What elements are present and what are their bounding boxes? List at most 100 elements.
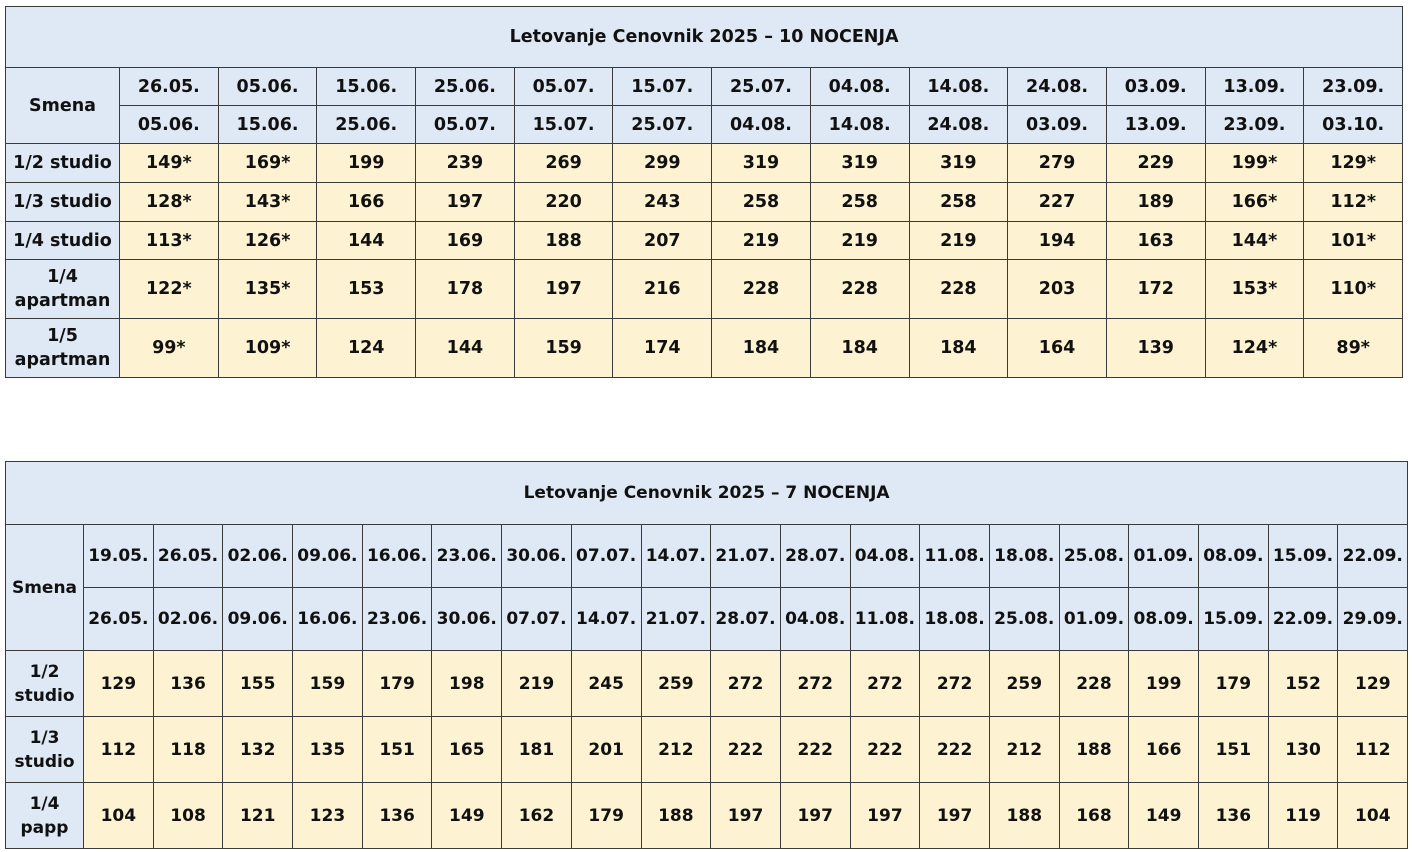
- price-cell: 239: [415, 143, 515, 183]
- date-to: 03.10.: [1303, 105, 1404, 144]
- date-to: 05.06.: [119, 105, 219, 144]
- price-cell: 199: [316, 143, 417, 183]
- price-cell: 219: [501, 650, 572, 717]
- table-row: 1/3 studio 128* 143* 166 197 220 243 258 258 258 2…: [5, 182, 1404, 222]
- price-cell: 101*: [1303, 221, 1404, 260]
- date-from: 25.08.: [1058, 524, 1130, 588]
- price-cell: 197: [415, 182, 515, 222]
- price-table-10-nights: Letovanje Cenovnik 2025 – 10 NOCENJA Smen…: [4, 6, 1404, 378]
- price-cell: 112*: [1303, 182, 1404, 222]
- date-to: 16.06.: [292, 587, 363, 651]
- price-cell: 220: [513, 182, 614, 222]
- price-cell: 144*: [1204, 221, 1305, 260]
- date-from: 24.08.: [1007, 67, 1107, 106]
- price-cell: 188: [1058, 716, 1130, 783]
- date-from: 15.07.: [612, 67, 713, 106]
- date-to: 14.08.: [809, 105, 910, 144]
- date-from: 26.05.: [119, 67, 219, 106]
- date-from: 14.08.: [908, 67, 1009, 106]
- date-from: 21.07.: [710, 524, 781, 588]
- price-cell: 207: [612, 221, 713, 260]
- price-cell: 194: [1007, 221, 1107, 260]
- price-cell: 188: [988, 782, 1060, 849]
- date-from: 07.07.: [570, 524, 642, 588]
- date-to: 28.07.: [710, 587, 781, 651]
- price-cell: 119: [1267, 782, 1339, 849]
- date-to: 03.09.: [1007, 105, 1107, 144]
- price-cell: 189: [1105, 182, 1206, 222]
- price-cell: 258: [809, 182, 910, 222]
- date-from: 09.06.: [292, 524, 363, 588]
- date-to: 02.06.: [152, 587, 224, 651]
- price-cell: 166: [1128, 716, 1199, 783]
- date-to: 22.09.: [1267, 587, 1339, 651]
- price-cell: 228: [1058, 650, 1130, 717]
- room-type-label-line: 1/4: [47, 267, 78, 287]
- price-cell: 132: [222, 716, 294, 783]
- price-cell: 136: [1198, 782, 1269, 849]
- date-to: 07.07.: [501, 587, 572, 651]
- price-cell: 130: [1267, 716, 1339, 783]
- table-row: 1/4 studio 113* 126* 144 169 188 207 219 219 219 1…: [5, 221, 1404, 260]
- room-type-label-line: 1/4 studio: [13, 230, 112, 251]
- room-type-label-line: 1/3 studio: [13, 192, 112, 212]
- date-from: 19.05.: [83, 524, 154, 588]
- price-cell: 219: [711, 221, 811, 260]
- date-from: 28.07.: [779, 524, 851, 588]
- price-cell: 272: [710, 650, 781, 717]
- date-from: 23.09.: [1303, 67, 1404, 106]
- price-cell: 144: [316, 221, 417, 260]
- price-cell: 136: [361, 782, 433, 849]
- price-cell: 163: [1105, 221, 1206, 260]
- date-to: 24.08.: [908, 105, 1009, 144]
- table-title: Letovanje Cenovnik 2025 – 10 NOCENJA: [4, 6, 1404, 68]
- price-cell: 219: [908, 221, 1009, 260]
- date-from: 23.06.: [431, 524, 503, 588]
- room-type-label-line: 1/3: [29, 727, 60, 748]
- price-cell: 124: [316, 318, 417, 378]
- price-cell: 188: [513, 221, 614, 260]
- price-cell: 166: [316, 182, 417, 222]
- price-cell: 165: [431, 716, 503, 783]
- price-cell: 159: [292, 650, 363, 717]
- price-cell: 272: [849, 650, 921, 717]
- room-type-label: 1/5 apartman: [5, 318, 120, 378]
- price-cell: 319: [711, 143, 811, 183]
- date-from: 15.09.: [1267, 524, 1339, 588]
- price-cell: 245: [570, 650, 642, 717]
- price-cell: 153: [316, 259, 417, 319]
- price-cell: 184: [809, 318, 910, 378]
- price-cell: 168: [1058, 782, 1130, 849]
- date-to: 15.09.: [1198, 587, 1269, 651]
- date-from: 15.06.: [316, 67, 417, 106]
- price-cell: 212: [640, 716, 712, 783]
- date-to: 21.07.: [640, 587, 712, 651]
- price-cell: 153*: [1204, 259, 1305, 319]
- room-type-label: 1/2 studio: [5, 650, 84, 717]
- price-cell: 259: [640, 650, 712, 717]
- table-row: 1/4 apartman 122* 135* 153 178 197 216 228 228 228…: [5, 259, 1404, 319]
- date-to: 04.08.: [779, 587, 851, 651]
- date-to: 29.09.: [1337, 587, 1409, 651]
- table-row: 1/2 studio 129 136 155 159 179 198 219 245 259 272 2…: [5, 650, 1409, 717]
- price-cell: 136: [152, 650, 224, 717]
- price-cell: 272: [779, 650, 851, 717]
- room-type-label: 1/2 studio: [5, 143, 120, 183]
- price-cell: 151: [361, 716, 433, 783]
- price-cell: 243: [612, 182, 713, 222]
- date-from: 16.06.: [361, 524, 433, 588]
- price-cell: 104: [1337, 782, 1409, 849]
- date-to: 15.07.: [513, 105, 614, 144]
- price-cell: 188: [640, 782, 712, 849]
- date-to: 23.09.: [1204, 105, 1305, 144]
- date-to: 01.09.: [1058, 587, 1130, 651]
- date-to: 08.09.: [1128, 587, 1199, 651]
- price-cell: 126*: [217, 221, 318, 260]
- price-cell: 197: [849, 782, 921, 849]
- price-cell: 121: [222, 782, 294, 849]
- price-cell: 129: [83, 650, 154, 717]
- price-cell: 179: [570, 782, 642, 849]
- room-type-label-line: 1/5: [47, 326, 78, 346]
- room-type-label-line: apartman: [14, 350, 111, 370]
- price-cell: 299: [612, 143, 713, 183]
